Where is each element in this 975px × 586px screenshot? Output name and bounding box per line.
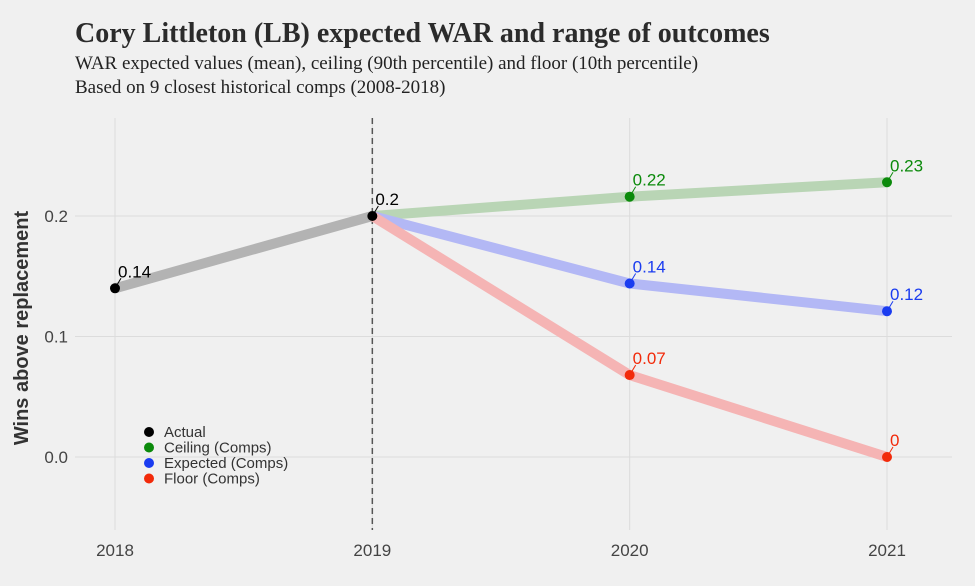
data-label-leader bbox=[114, 278, 122, 289]
data-labels: 0.22 0.23 0.14 0.12 0.07 0 0.14 0.2 bbox=[114, 156, 923, 458]
data-label: 0.22 bbox=[633, 171, 666, 190]
chart-subtitle: WAR expected values (mean), ceiling (90t… bbox=[75, 53, 699, 74]
data-label-leader bbox=[629, 364, 637, 376]
series-lines bbox=[113, 177, 889, 462]
data-label: 0.2 bbox=[375, 190, 399, 209]
data-label-leader bbox=[371, 205, 379, 217]
data-label: 0 bbox=[890, 431, 899, 450]
y-tick-label: 0.1 bbox=[44, 328, 68, 347]
legend-marker bbox=[144, 427, 154, 437]
x-tick-label: 2020 bbox=[611, 541, 649, 560]
chart-title: Cory Littleton (LB) expected WAR and ran… bbox=[75, 18, 770, 49]
legend-marker bbox=[144, 473, 154, 484]
legend-label: Expected (Comps) bbox=[164, 455, 288, 472]
data-label-leader bbox=[886, 300, 894, 312]
chart-subtitle-comps: Based on 9 closest historical comps (200… bbox=[75, 77, 446, 98]
y-axis-title: Wins above replacement bbox=[11, 210, 33, 445]
x-tick-label: 2021 bbox=[868, 541, 906, 560]
y-tick-label: 0.2 bbox=[44, 207, 68, 226]
data-label: 0.14 bbox=[118, 262, 151, 281]
data-label: 0.12 bbox=[890, 285, 923, 304]
legend-label: Floor (Comps) bbox=[164, 471, 260, 488]
data-label-leader bbox=[886, 446, 894, 458]
series-line bbox=[113, 211, 374, 294]
data-label-leader bbox=[886, 172, 894, 183]
data-label-leader bbox=[629, 186, 637, 197]
legend-marker bbox=[144, 458, 154, 468]
legend-label: Actual bbox=[164, 424, 206, 441]
data-label: 0.07 bbox=[633, 349, 666, 368]
y-tick-label: 0.0 bbox=[44, 448, 68, 467]
x-tick-label: 2018 bbox=[96, 541, 134, 560]
data-label-leader bbox=[629, 273, 637, 284]
axis-tick-labels: 0.0 0.1 0.2 2018 2019 2020 2021 bbox=[44, 207, 906, 560]
legend-marker bbox=[144, 442, 154, 453]
x-tick-label: 2019 bbox=[353, 541, 391, 560]
data-label: 0.14 bbox=[633, 257, 666, 276]
legend-label: Ceiling (Comps) bbox=[164, 440, 272, 457]
data-label: 0.23 bbox=[890, 156, 923, 175]
